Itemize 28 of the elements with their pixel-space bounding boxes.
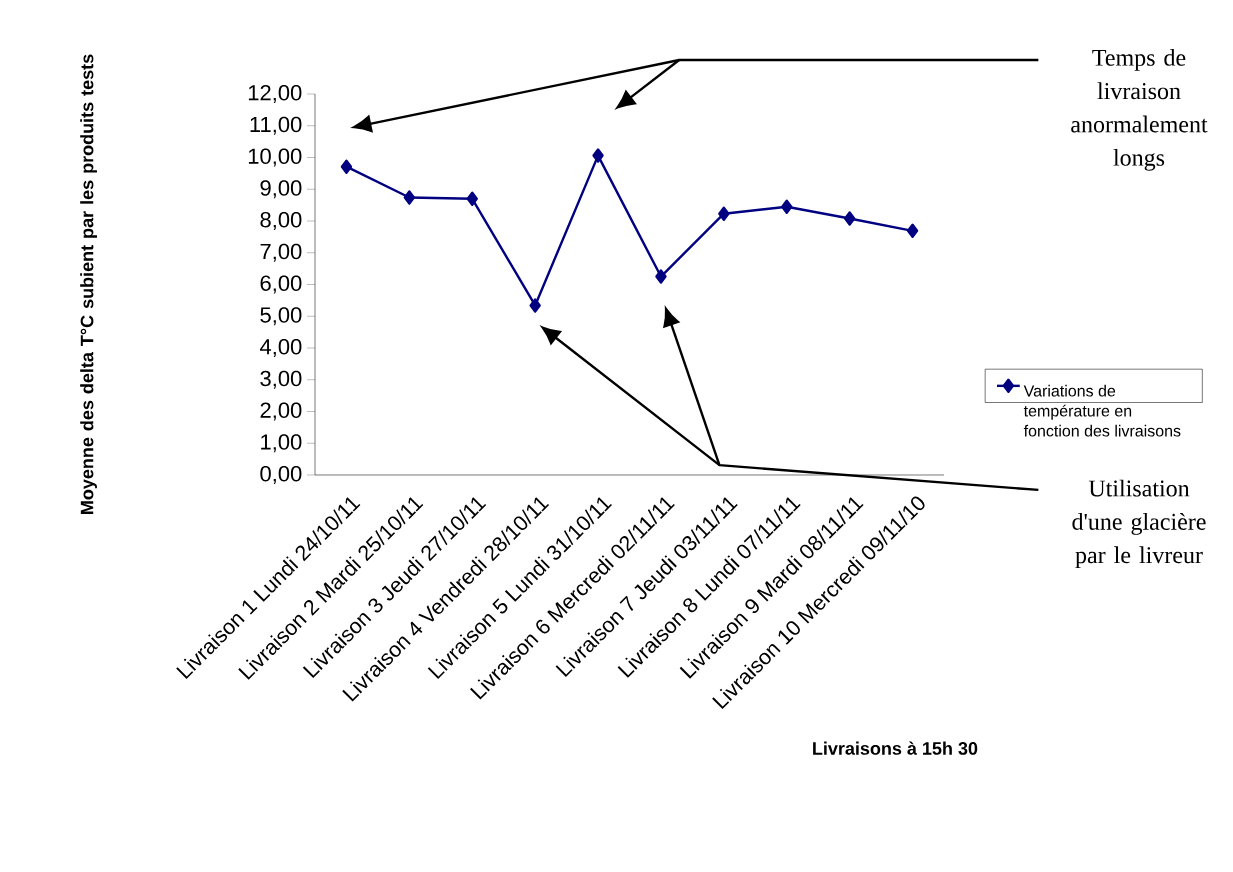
y-tick-label: 4,00 [259, 338, 302, 358]
point [466, 191, 478, 206]
point [781, 199, 793, 214]
y-tick-label: 5,00 [260, 307, 302, 326]
text: Temps de livraison anormalement longs [1071, 48, 1208, 171]
y-tick-label: 3,00 [260, 370, 302, 389]
y-tick-label: 12,00 [248, 84, 302, 104]
legend-label: Variations de température en fonction des livraisons [1023, 384, 1181, 437]
point [655, 269, 667, 284]
y-tick-label: 6,00 [260, 275, 302, 294]
point [843, 211, 856, 226]
point [906, 223, 919, 239]
point [718, 206, 730, 221]
point [529, 298, 541, 313]
y-tick-label: 2,00 [260, 402, 302, 421]
point [403, 190, 416, 205]
y-tick-label: 7,00 [260, 243, 302, 262]
text: Utilisation d'une glacière par le livreur [1072, 479, 1206, 569]
point [340, 159, 353, 174]
x-axis-title: Livraisons à 15h 30 [813, 741, 978, 755]
y-axis-title: Moyenne des delta T°C subient par les produits tests [80, 54, 97, 514]
y-tick-label: 10,00 [248, 148, 302, 167]
y-tick-label: 9,00 [260, 180, 302, 199]
y-tick-label: 1,00 [261, 434, 302, 453]
y-tick-label: 11,00 [250, 116, 302, 135]
y-tick-label: 8,00 [260, 211, 302, 231]
y-tick-label: 0,00 [260, 465, 302, 485]
point [592, 148, 604, 163]
